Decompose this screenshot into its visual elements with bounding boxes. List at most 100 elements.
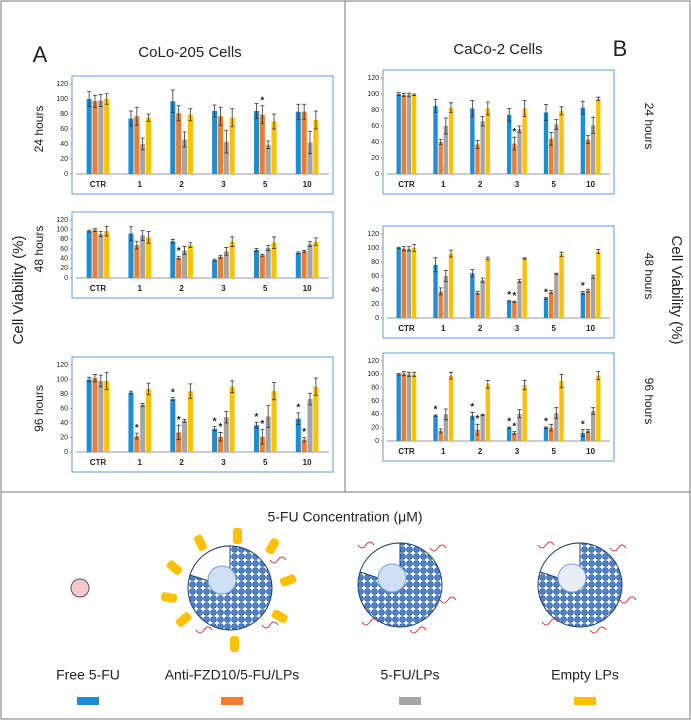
error-bar xyxy=(176,424,181,441)
error-bar xyxy=(302,250,307,253)
bar xyxy=(217,436,224,452)
error-bar xyxy=(188,383,193,399)
error-bar xyxy=(98,231,103,237)
x-tick-label: 10 xyxy=(586,324,595,333)
y-tick-label: 120 xyxy=(367,231,379,238)
bar xyxy=(554,273,559,318)
bar xyxy=(307,244,313,278)
significance-mark: * xyxy=(512,421,516,432)
liposome-icon xyxy=(357,541,457,634)
significance-mark: * xyxy=(507,290,511,301)
y-tick-label: 20 xyxy=(60,265,68,272)
error-bar xyxy=(134,432,139,440)
y-tick-label: 80 xyxy=(371,385,379,392)
x-tick-label: 3 xyxy=(221,458,226,467)
error-bar xyxy=(182,131,187,148)
y-tick-label: 60 xyxy=(60,405,68,412)
bar xyxy=(433,106,438,174)
bar xyxy=(507,114,512,174)
error-bar xyxy=(302,103,307,120)
error-bar xyxy=(522,257,527,260)
significance-mark: * xyxy=(255,412,259,423)
error-bar xyxy=(218,432,223,442)
bar xyxy=(480,415,485,441)
error-bar xyxy=(522,379,527,391)
error-bar xyxy=(302,437,307,443)
error-bar xyxy=(485,256,490,261)
error-bar xyxy=(443,270,448,282)
y-tick-label: 120 xyxy=(56,217,68,224)
bar xyxy=(448,375,454,441)
bar xyxy=(134,436,140,452)
error-bar xyxy=(522,100,527,117)
x-tick-label: 10 xyxy=(303,284,312,293)
error-bar xyxy=(544,297,549,300)
error-bar xyxy=(544,104,549,121)
bar xyxy=(265,248,271,278)
bar xyxy=(181,139,188,174)
bar xyxy=(590,125,596,174)
error-bar xyxy=(596,96,601,101)
x-tick-label: 2 xyxy=(478,180,483,189)
legend-label: Empty LPs xyxy=(551,667,619,683)
bar xyxy=(217,256,224,278)
error-bar xyxy=(266,140,271,149)
bar xyxy=(128,118,134,174)
error-bar xyxy=(140,403,145,407)
y-tick-label: 100 xyxy=(56,96,68,103)
significance-mark: * xyxy=(177,415,181,426)
y-tick-label: 80 xyxy=(371,107,379,114)
x-tick-label: 10 xyxy=(303,180,312,189)
y-tick-label: 20 xyxy=(371,301,379,308)
bar xyxy=(448,253,454,318)
x-tick-label: CTR xyxy=(90,458,107,467)
y-tick-label: 60 xyxy=(371,273,379,280)
bar xyxy=(146,117,152,174)
bar xyxy=(596,251,601,318)
error-bar xyxy=(260,105,265,125)
error-bar xyxy=(580,291,585,295)
error-bar xyxy=(134,106,139,126)
y-tick-label: 20 xyxy=(371,425,379,432)
error-bar xyxy=(470,269,475,278)
row-label: 48 hours xyxy=(642,253,656,300)
bar xyxy=(485,384,490,441)
error-bar xyxy=(230,380,235,393)
error-bar xyxy=(544,426,549,429)
y-tick-label: 0 xyxy=(64,449,68,456)
error-bar xyxy=(554,272,559,275)
error-bar xyxy=(260,429,265,445)
panel-title: CaCo-2 Cells xyxy=(453,41,542,58)
bar xyxy=(522,258,527,318)
y-tick-label: 100 xyxy=(367,371,379,378)
error-bar xyxy=(475,291,480,295)
error-bar xyxy=(448,102,453,113)
significance-mark: * xyxy=(296,402,300,413)
bar xyxy=(548,427,554,441)
x-tick-label: 2 xyxy=(179,284,184,293)
error-bar xyxy=(438,287,443,296)
x-tick-label: 5 xyxy=(263,180,268,189)
error-bar xyxy=(401,371,406,377)
bar xyxy=(517,129,522,174)
error-bar xyxy=(313,377,318,396)
plot-frame xyxy=(71,211,334,299)
bar xyxy=(301,439,307,452)
significance-mark: * xyxy=(512,127,516,138)
bar xyxy=(433,415,438,441)
error-bar xyxy=(433,99,438,113)
x-tick-label: 2 xyxy=(478,447,483,456)
illustrations xyxy=(70,528,637,652)
x-tick-label: 5 xyxy=(263,284,268,293)
bar xyxy=(181,250,188,278)
plot-frame xyxy=(382,225,615,339)
x-tick-label: 10 xyxy=(586,180,595,189)
bar xyxy=(438,142,443,174)
bar xyxy=(590,276,596,318)
bar xyxy=(411,248,417,318)
error-bar xyxy=(433,257,438,273)
bar xyxy=(585,290,591,318)
error-bar xyxy=(313,237,318,247)
